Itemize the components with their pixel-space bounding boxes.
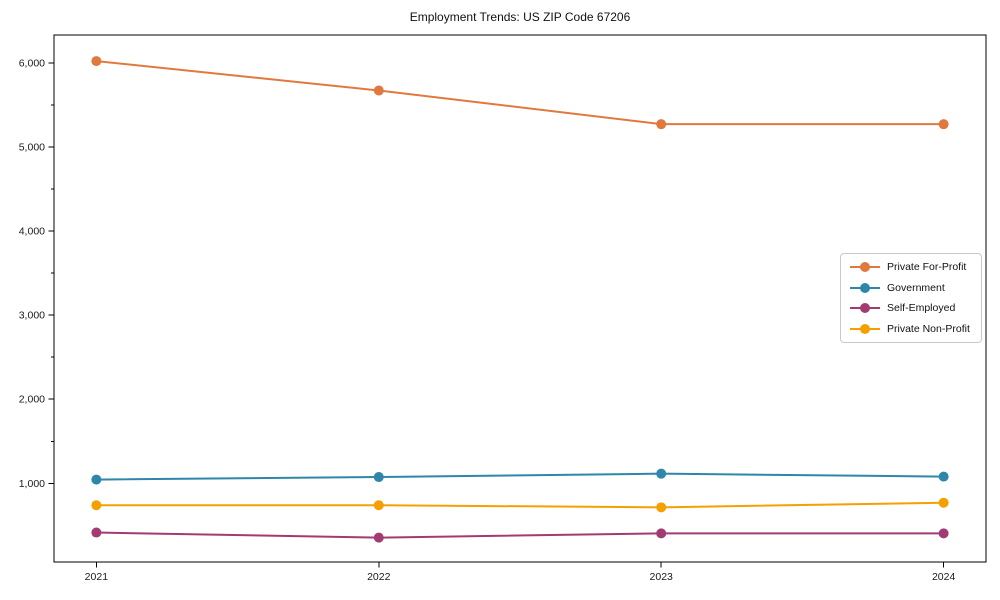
legend-line-marker-icon (850, 302, 880, 314)
series-line-government (96, 472, 944, 481)
data-point-government-2022 (373, 472, 384, 483)
data-point-private-for-profit-2022 (373, 85, 384, 96)
legend-entry-private-non-profit: Private Non-Profit (841, 319, 981, 338)
legend-entry-private-for-profit: Private For-Profit (841, 258, 981, 277)
data-point-self-employed-2023 (656, 528, 667, 539)
data-point-self-employed-2021 (91, 527, 102, 538)
legend-label: Private For-Profit (887, 261, 967, 274)
x-tick-label: 2021 (85, 571, 109, 583)
y-tick-label: 6,000 (19, 57, 45, 69)
chart-title: Employment Trends: US ZIP Code 67206 (409, 10, 631, 24)
legend-label: Private Non-Profit (887, 322, 970, 335)
y-tick-label: 2,000 (19, 394, 45, 406)
legend-label: Self-Employed (887, 302, 956, 315)
legend-line-marker-icon (850, 261, 880, 273)
data-point-private-non-profit-2023 (656, 502, 667, 513)
data-point-private-non-profit-2024 (938, 497, 949, 508)
x-tick-label: 2023 (650, 571, 674, 583)
y-tick-label: 5,000 (19, 141, 45, 153)
data-point-private-non-profit-2022 (373, 500, 384, 511)
data-point-private-non-profit-2021 (91, 500, 102, 511)
data-point-private-for-profit-2021 (91, 56, 102, 67)
series-line-self-employed (96, 531, 944, 539)
legend-label: Government (887, 281, 945, 294)
data-point-self-employed-2022 (373, 532, 384, 543)
data-point-government-2023 (656, 468, 667, 479)
legend-entry-self-employed: Self-Employed (841, 299, 981, 318)
x-tick-label: 2024 (932, 571, 956, 583)
legend-entry-government: Government (841, 278, 981, 297)
data-point-private-for-profit-2024 (938, 119, 949, 130)
series-line-private-for-profit (96, 60, 944, 126)
legend-line-marker-icon (850, 323, 880, 335)
data-point-government-2024 (938, 471, 949, 482)
data-point-private-for-profit-2023 (656, 119, 667, 130)
legend: Private For-Profit Government Self-Employe… (840, 253, 982, 343)
legend-line-marker-icon (850, 282, 880, 294)
y-tick-label: 4,000 (19, 225, 45, 237)
y-tick-label: 3,000 (19, 310, 45, 322)
data-point-self-employed-2024 (938, 528, 949, 539)
series-line-private-non-profit (96, 501, 944, 509)
x-tick-label: 2022 (367, 571, 391, 583)
y-tick-label: 1,000 (19, 478, 45, 490)
data-point-government-2021 (91, 474, 102, 485)
plot-border (53, 34, 987, 563)
